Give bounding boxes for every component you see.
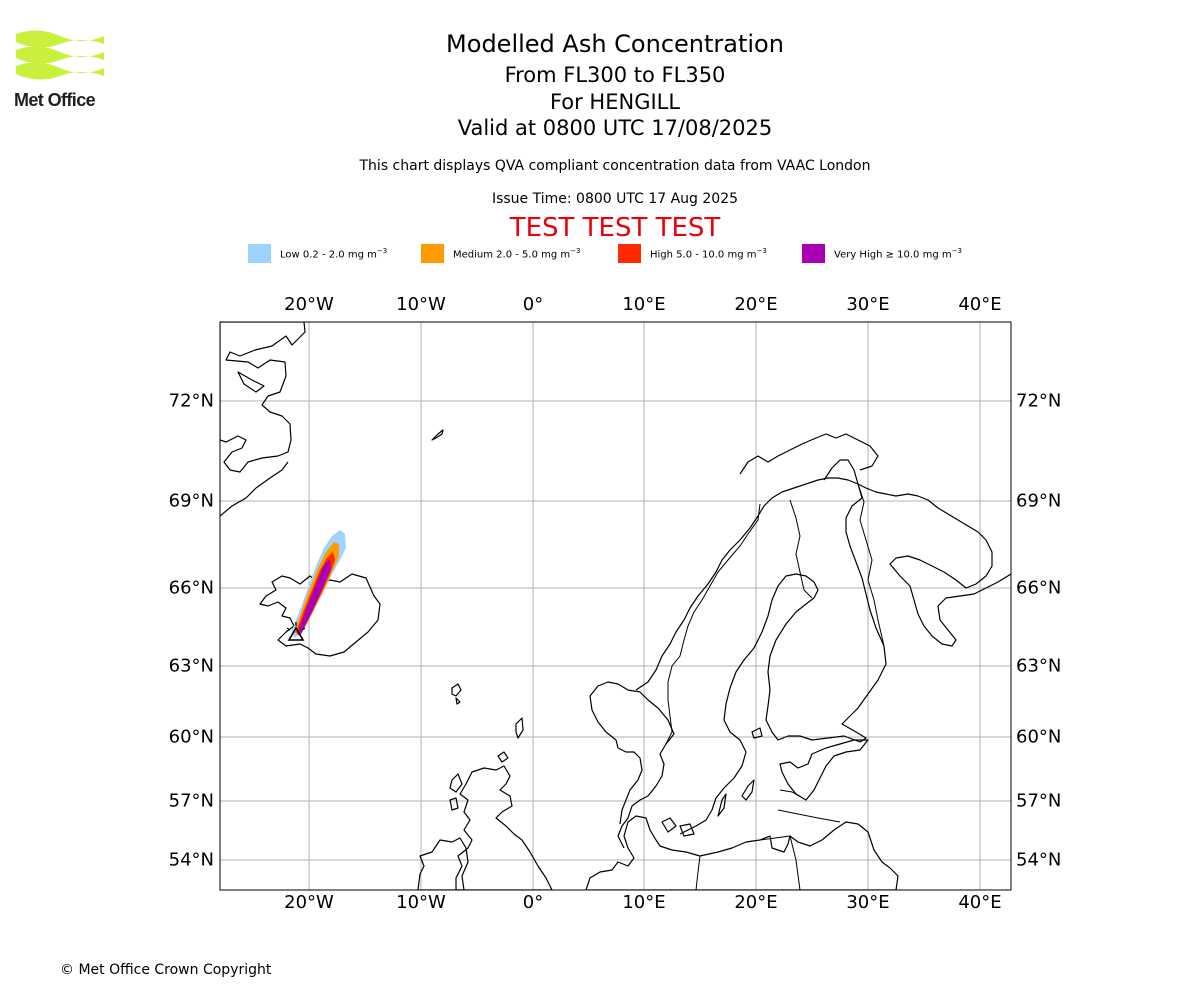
flight-level-range: From FL300 to FL350 <box>504 63 726 87</box>
lat-tick-right: 69°N <box>1016 490 1062 512</box>
qva-note: This chart displays QVA compliant concen… <box>359 158 871 174</box>
legend-unit-exponent: −3 <box>376 247 388 255</box>
lat-tick-right: 72°N <box>1016 390 1062 412</box>
coastlines <box>220 322 1011 890</box>
logo-waves-icon <box>16 30 104 80</box>
lon-tick-top: 20°E <box>734 294 778 315</box>
volcano-name: For HENGILL <box>549 90 681 114</box>
border-norway-sweden <box>665 503 761 745</box>
coast-scandinavia <box>589 477 1011 849</box>
lat-tick-left: 63°N <box>168 655 214 677</box>
border-finland-russia-east <box>857 483 885 647</box>
volcano-rays-icon <box>286 622 306 631</box>
met-office-logo: Met Office <box>14 30 108 112</box>
lon-tick-top: 30°E <box>846 294 890 315</box>
legend-swatch-high <box>618 244 641 263</box>
coast-greenland-fjord <box>237 371 265 393</box>
lat-tick-left: 66°N <box>168 577 214 599</box>
legend-swatch-medium <box>421 244 444 263</box>
border-finland-russia <box>823 459 859 485</box>
ash-plume <box>292 530 346 638</box>
coast-continent <box>585 815 899 890</box>
coast-ireland <box>417 837 469 890</box>
lat-tick-left: 57°N <box>168 790 214 812</box>
legend-label-medium: Medium 2.0 - 5.0 mg m <box>453 249 571 261</box>
legend-unit-exponent: −3 <box>570 247 581 255</box>
lat-tick-left: 54°N <box>168 849 214 871</box>
coast-finnmark <box>739 433 879 475</box>
lat-tick-right: 54°N <box>1016 849 1062 871</box>
legend-unit-exponent: −3 <box>951 247 962 255</box>
triangle-icon <box>287 626 305 641</box>
lon-tick-bottom: 10°W <box>396 892 446 913</box>
legend-label-low: Low 0.2 - 2.0 mg m <box>280 249 377 261</box>
coast-jan-mayen <box>431 429 444 441</box>
lon-tick-bottom: 10°E <box>622 892 666 913</box>
coast-greenland-south <box>220 461 289 517</box>
lat-tick-left: 72°N <box>168 390 214 412</box>
lon-tick-bottom: 20°E <box>734 892 778 913</box>
coast-denmark-islands <box>661 817 695 837</box>
coast-baltic <box>779 739 869 801</box>
coast-great-britain <box>455 765 553 890</box>
lon-tick-top: 10°E <box>622 294 666 315</box>
map-frame <box>219 321 1012 891</box>
ash-level-very-high <box>298 560 331 636</box>
border-sweden-finland <box>789 499 813 599</box>
coast-faroe <box>451 683 462 705</box>
issue-time: Issue Time: 0800 UTC 17 Aug 2025 <box>491 191 739 207</box>
coast-aland <box>751 727 763 739</box>
lon-tick-bottom: 40°E <box>958 892 1002 913</box>
test-banner: TEST TEST TEST <box>509 213 721 243</box>
legend-swatch-low <box>248 244 271 263</box>
lat-tick-right: 60°N <box>1016 726 1062 748</box>
borders <box>665 483 885 890</box>
legend-swatch-very-high <box>802 244 825 263</box>
coast-gotland <box>717 779 755 817</box>
lon-tick-top: 40°E <box>958 294 1002 315</box>
legend-label-very-high: Very High ≥ 10.0 mg m <box>834 249 952 261</box>
border-baltic-land <box>759 789 841 841</box>
logo-text: Met Office <box>14 90 96 110</box>
coast-hebrides <box>449 773 463 811</box>
chart-title: Modelled Ash Concentration <box>446 30 784 58</box>
lon-tick-bottom: 0° <box>522 892 544 913</box>
coast-orkney <box>497 751 509 763</box>
lon-tick-top: 0° <box>522 294 544 315</box>
legend-unit-exponent: −3 <box>756 247 767 255</box>
valid-time: Valid at 0800 UTC 17/08/2025 <box>457 116 773 140</box>
lat-tick-right: 66°N <box>1016 577 1062 599</box>
lon-tick-top: 10°W <box>396 294 446 315</box>
lon-tick-top: 20°W <box>284 294 334 315</box>
border-germany-poland <box>695 835 801 890</box>
lon-tick-bottom: 30°E <box>846 892 890 913</box>
graticule <box>220 322 1011 890</box>
lat-tick-right: 57°N <box>1016 790 1062 812</box>
copyright-notice: © Met Office Crown Copyright <box>60 962 272 978</box>
legend-label-high: High 5.0 - 10.0 mg m <box>650 249 757 261</box>
lat-tick-left: 60°N <box>168 726 214 748</box>
coast-bothnia <box>679 483 887 835</box>
coast-shetland <box>515 717 524 739</box>
lat-tick-right: 63°N <box>1016 655 1062 677</box>
coast-greenland <box>220 322 306 473</box>
lat-tick-left: 69°N <box>168 490 214 512</box>
lon-tick-bottom: 20°W <box>284 892 334 913</box>
